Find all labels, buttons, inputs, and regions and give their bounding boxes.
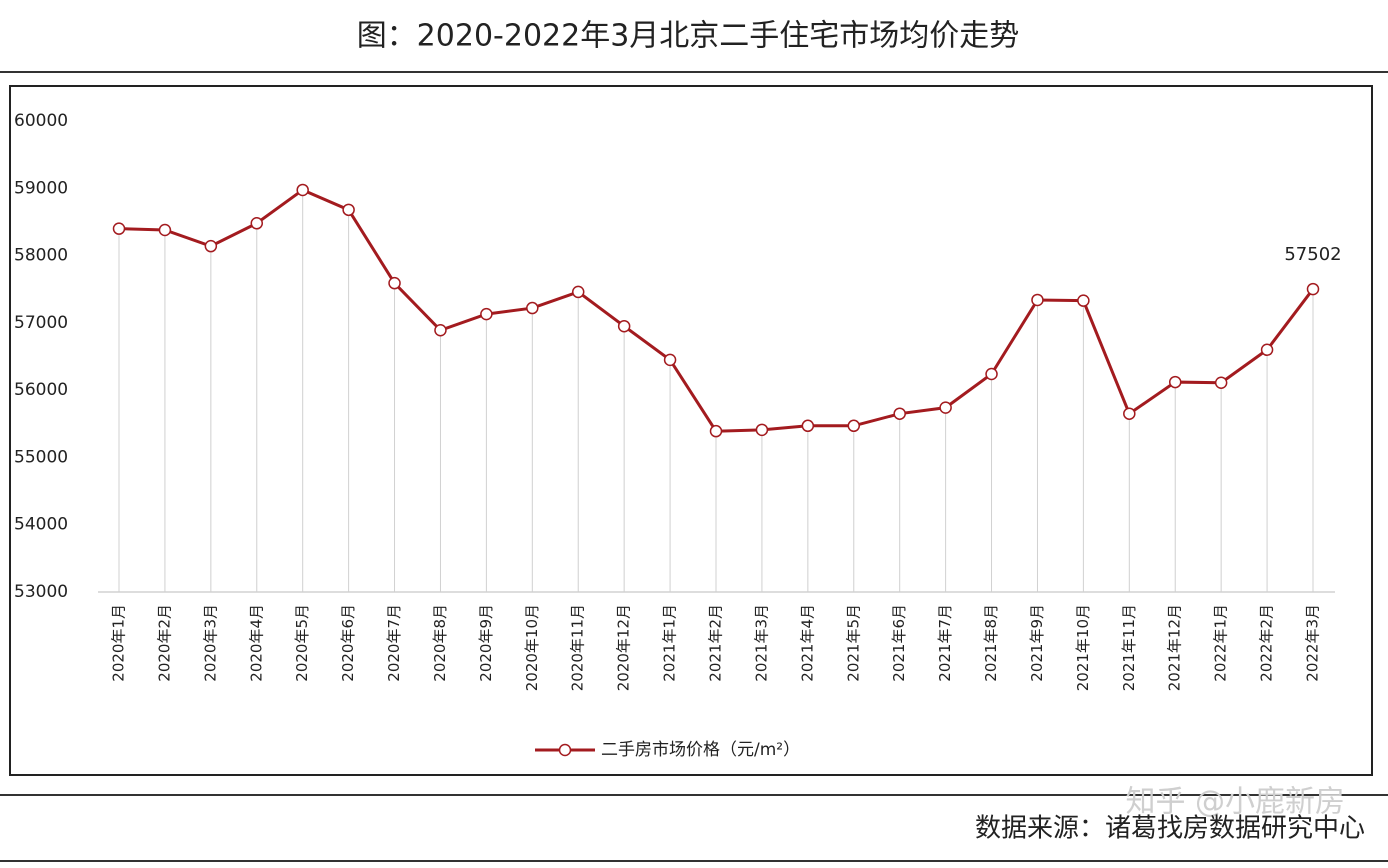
x-tick-label: 2022年3月 — [1304, 604, 1322, 682]
x-tick-label: 2020年9月 — [477, 604, 495, 682]
y-tick-label: 54000 — [14, 515, 68, 535]
y-tick-label: 55000 — [14, 447, 68, 467]
x-tick-label: 2020年8月 — [431, 604, 449, 682]
data-point — [847, 419, 861, 433]
data-point — [1260, 343, 1274, 357]
y-tick-label: 56000 — [14, 380, 68, 400]
data-point — [1168, 375, 1182, 389]
y-tick-label: 53000 — [14, 582, 68, 602]
data-point — [801, 419, 815, 433]
x-tick-label: 2022年1月 — [1212, 604, 1230, 682]
chart-title: 图：2020-2022年3月北京二手住宅市场均价走势 — [357, 19, 1020, 54]
x-tick-label: 2020年5月 — [293, 604, 311, 682]
data-point — [296, 183, 309, 197]
y-tick-label: 59000 — [14, 178, 68, 198]
data-point — [939, 401, 952, 414]
x-tick-label: 2020年6月 — [339, 604, 357, 682]
data-point — [158, 223, 172, 237]
x-tick-label: 2021年7月 — [936, 604, 954, 682]
x-tick-label: 2020年1月 — [110, 604, 128, 682]
data-point — [480, 307, 493, 321]
data-point — [526, 301, 539, 315]
data-point — [1214, 376, 1228, 389]
x-tick-label: 2021年8月 — [982, 604, 1000, 682]
x-tick-label: 2020年12月 — [615, 604, 633, 691]
data-point — [893, 407, 906, 420]
data-point — [112, 222, 126, 235]
x-tick-label: 2020年11月 — [569, 604, 587, 691]
data-point — [250, 217, 264, 230]
x-tick-label: 2020年7月 — [385, 604, 403, 682]
x-tick-label: 2021年2月 — [707, 604, 725, 682]
data-point — [571, 285, 585, 299]
x-tick-label: 2021年12月 — [1166, 604, 1184, 691]
source-note: 数据来源：诸葛找房数据研究中心 — [975, 814, 1365, 844]
data-point — [204, 239, 218, 253]
data-point — [1306, 282, 1320, 296]
legend-marker — [558, 743, 572, 757]
data-point — [985, 367, 998, 381]
y-tick-label: 60000 — [14, 111, 68, 131]
data-point — [342, 203, 355, 217]
x-tick-label: 2021年10月 — [1074, 604, 1092, 691]
x-tick-label: 2021年3月 — [752, 604, 770, 682]
data-point — [1123, 407, 1136, 420]
x-tick-label: 2021年4月 — [798, 604, 816, 682]
data-point — [755, 423, 769, 437]
data-point — [709, 424, 723, 438]
x-tick-label: 2020年10月 — [523, 604, 541, 691]
data-point — [1031, 293, 1044, 307]
chart-frame — [9, 85, 1373, 776]
series-line — [118, 188, 1315, 433]
x-tick-label: 2021年6月 — [890, 604, 908, 682]
data-point — [617, 319, 631, 333]
legend-label: 二手房市场价格（元/m²） — [601, 740, 800, 760]
x-tick-label: 2022年2月 — [1258, 604, 1276, 682]
data-point — [663, 353, 677, 367]
y-tick-label: 58000 — [14, 246, 68, 266]
x-tick-label: 2021年11月 — [1120, 604, 1138, 691]
x-tick-label: 2021年9月 — [1028, 604, 1046, 682]
data-point — [434, 324, 447, 337]
x-tick-label: 2020年4月 — [247, 604, 265, 682]
y-tick-label: 57000 — [14, 313, 68, 333]
data-point — [388, 276, 401, 290]
x-tick-label: 2020年3月 — [201, 604, 219, 682]
x-tick-label: 2021年1月 — [661, 604, 679, 682]
x-tick-label: 2020年2月 — [155, 604, 173, 682]
data-label: 57502 — [1284, 244, 1341, 265]
watermark: 知乎 @小鹿新房 — [1125, 785, 1345, 820]
x-tick-label: 2021年5月 — [844, 604, 862, 682]
data-point — [1077, 294, 1090, 307]
